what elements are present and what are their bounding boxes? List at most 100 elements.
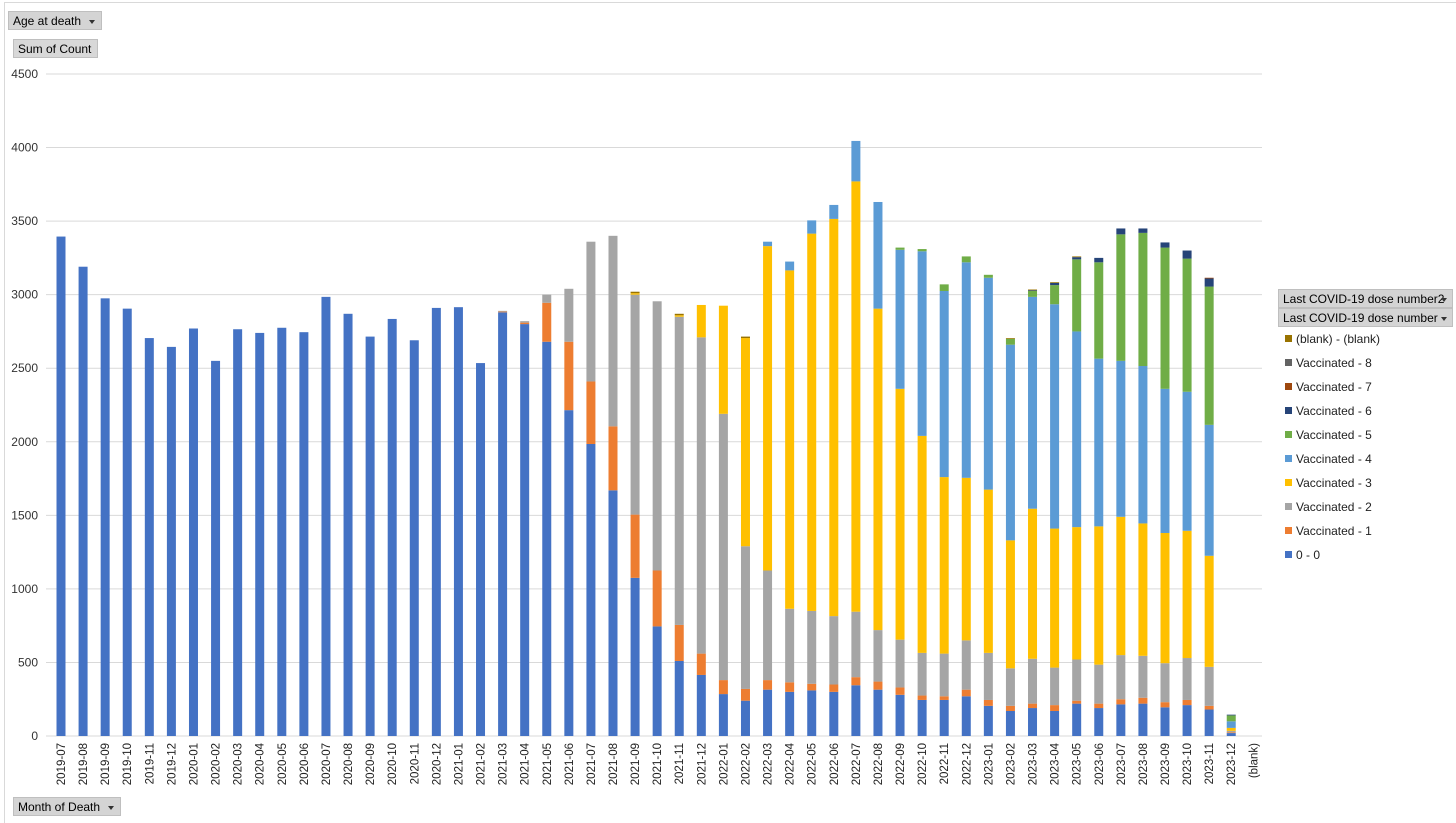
x-tick-label: 2023-06 xyxy=(1094,743,1106,785)
legend-field-filter-button-1[interactable]: Last COVID-19 dose number2 xyxy=(1278,289,1453,308)
bar-segment xyxy=(1072,259,1082,332)
bar-segment xyxy=(1094,257,1104,263)
chevron-down-icon xyxy=(1441,298,1447,302)
y-tick-label: 3000 xyxy=(11,288,38,302)
age-at-death-filter-button[interactable]: Age at death xyxy=(8,11,103,30)
bar-segment xyxy=(763,246,773,571)
month-of-death-filter-button[interactable]: Month of Death xyxy=(13,797,122,816)
legend-label: Vaccinated - 3 xyxy=(1296,476,1372,490)
bar-segment xyxy=(365,336,375,736)
bar-segment xyxy=(652,570,662,627)
frame-left-border xyxy=(4,2,5,823)
bar-segment xyxy=(785,261,795,271)
legend-item: Vaccinated - 8 xyxy=(1285,355,1372,371)
bar-segment xyxy=(1182,658,1192,700)
bar-segment xyxy=(1116,360,1126,517)
bar-segment xyxy=(652,301,662,571)
bar-segment xyxy=(696,304,706,338)
bar-segment xyxy=(718,305,728,414)
legend-item: (blank) - (blank) xyxy=(1285,331,1380,347)
bar-segment xyxy=(255,332,265,736)
bar-segment xyxy=(564,288,574,342)
x-tick-label: 2020-03 xyxy=(233,743,245,785)
bar-segment xyxy=(1005,344,1015,541)
bar-segment xyxy=(740,336,750,339)
bar-segment xyxy=(674,315,684,317)
bar-segment xyxy=(1138,655,1148,698)
x-tick-label: 2019-09 xyxy=(100,743,112,785)
x-tick-label: 2019-12 xyxy=(166,743,178,785)
bar-segment xyxy=(1050,282,1060,286)
bar-segment xyxy=(1005,710,1015,736)
bar-segment xyxy=(1116,516,1126,656)
bar-segment xyxy=(1116,699,1126,705)
sum-of-count-button[interactable]: Sum of Count xyxy=(13,39,99,58)
x-tick-label: 2019-08 xyxy=(78,743,90,785)
bar-segment xyxy=(387,318,397,736)
bar-segment xyxy=(1182,530,1192,659)
bar-segment xyxy=(829,684,839,692)
legend-label: (blank) - (blank) xyxy=(1296,332,1381,346)
x-tick-label: 2022-01 xyxy=(718,743,730,785)
bar-segment xyxy=(851,685,861,736)
age-at-death-label: Age at death xyxy=(13,14,82,28)
bar-segment xyxy=(1028,290,1038,291)
bar-segment xyxy=(895,388,905,640)
bar-segment xyxy=(630,291,640,294)
x-tick-label: 2023-03 xyxy=(1028,743,1040,785)
legend-item: Vaccinated - 7 xyxy=(1285,379,1372,395)
x-tick-label: 2023-12 xyxy=(1226,743,1238,785)
bar-segment xyxy=(873,308,883,631)
bar-segment xyxy=(674,313,684,316)
bar-segment xyxy=(1005,338,1015,345)
bar-segment xyxy=(718,413,728,681)
y-tick-label: 1500 xyxy=(11,508,38,522)
bar-segment xyxy=(1160,247,1170,389)
x-tick-label: 2023-08 xyxy=(1138,743,1150,785)
bar-segment xyxy=(630,293,640,295)
x-tick-label: 2023-09 xyxy=(1160,743,1172,785)
bar-segment xyxy=(917,435,927,653)
x-tick-label: 2020-05 xyxy=(277,743,289,785)
legend-field-label-1: Last COVID-19 dose number2 xyxy=(1283,292,1445,306)
x-tick-label: 2021-03 xyxy=(498,743,510,785)
legend-item: Vaccinated - 1 xyxy=(1285,523,1372,539)
bar-segment xyxy=(917,695,927,700)
bar-segment xyxy=(829,616,839,685)
x-tick-label: 2022-07 xyxy=(851,743,863,785)
legend-swatch xyxy=(1285,551,1292,558)
y-tick-label: 500 xyxy=(18,655,38,669)
bar-segment xyxy=(961,640,971,690)
x-tick-label: 2022-06 xyxy=(829,743,841,785)
bar-segment xyxy=(498,311,508,313)
bar-segment xyxy=(1182,705,1192,736)
bar-segment xyxy=(608,426,618,491)
bar-segment xyxy=(1226,714,1236,716)
bar-segment xyxy=(917,652,927,696)
bar-segment xyxy=(785,608,795,683)
bar-segment xyxy=(763,689,773,736)
bar-segment xyxy=(1050,667,1060,706)
bar-segment xyxy=(1138,697,1148,704)
legend-field-filter-button-2[interactable]: Last COVID-19 dose number xyxy=(1278,308,1453,327)
bar-segment xyxy=(1050,282,1060,283)
bar-segment xyxy=(917,251,927,436)
bar-segment xyxy=(983,699,993,706)
bar-segment xyxy=(1094,708,1104,736)
bar-segment xyxy=(586,241,596,382)
legend-label: Vaccinated - 4 xyxy=(1296,452,1372,466)
bar-segment xyxy=(630,294,640,515)
x-tick-label: 2023-05 xyxy=(1072,743,1084,785)
bar-segment xyxy=(1204,709,1214,736)
bar-segment xyxy=(829,218,839,617)
x-tick-label: 2023-01 xyxy=(983,743,995,785)
legend-swatch xyxy=(1285,479,1292,486)
x-tick-label: 2020-02 xyxy=(211,743,223,785)
bar-segment xyxy=(785,270,795,609)
x-tick-label: 2021-09 xyxy=(630,743,642,785)
month-of-death-label: Month of Death xyxy=(18,800,101,814)
bar-segment xyxy=(1204,286,1214,425)
bar-segment xyxy=(785,682,795,692)
chevron-down-icon xyxy=(89,19,96,24)
legend-label: Vaccinated - 1 xyxy=(1296,524,1372,538)
